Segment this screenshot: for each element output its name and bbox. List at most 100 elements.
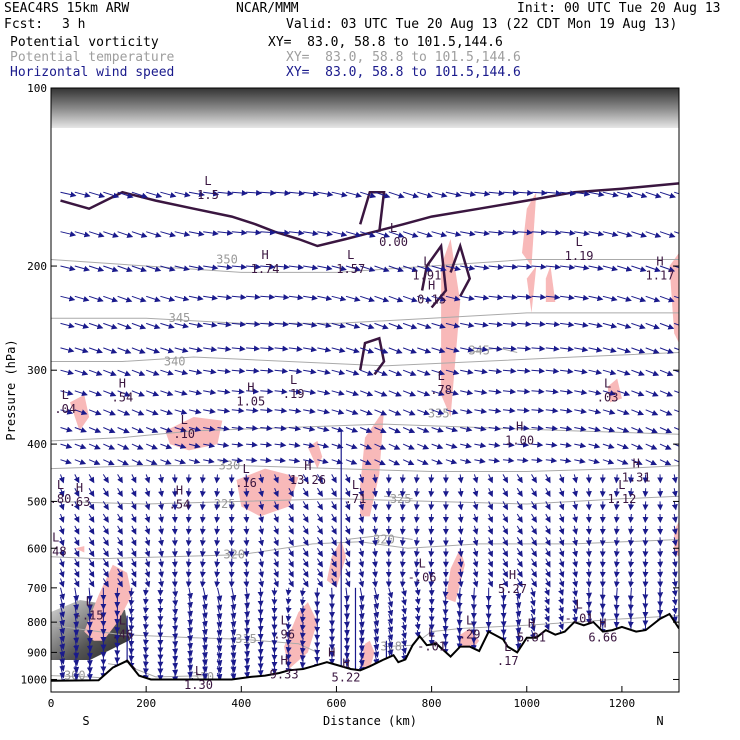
wind-vector — [317, 230, 333, 237]
wind-vector — [401, 645, 407, 655]
isentrope-line — [51, 495, 679, 505]
wind-vector — [613, 488, 620, 498]
wind-vector — [331, 408, 345, 415]
wind-vector — [288, 474, 294, 484]
wind-vector — [388, 295, 404, 303]
wind-vector — [128, 613, 135, 624]
wind-vector — [303, 457, 315, 464]
wind-vector — [60, 347, 75, 353]
wind-vector — [188, 346, 203, 353]
wind-vector — [545, 367, 560, 374]
wind-vector — [413, 525, 420, 535]
pv-contour-line — [60, 182, 679, 248]
wind-vector — [86, 596, 93, 611]
wind-vector — [417, 390, 431, 397]
wind-vector — [117, 390, 131, 397]
wind-vector — [544, 587, 550, 597]
wind-vector — [617, 322, 632, 329]
wind-vector — [402, 295, 418, 303]
wind-vector — [645, 295, 661, 303]
wind-vector — [517, 189, 534, 196]
pv-extremum-value: 1.74 — [251, 262, 280, 276]
valid-time: Valid: 03 UTC Tue 20 Aug 13 (22 CDT Mon … — [286, 17, 678, 32]
wind-vector — [401, 587, 407, 597]
wind-vector — [288, 294, 304, 301]
wind-vector — [628, 501, 635, 511]
wind-vector — [303, 294, 318, 301]
wind-vector — [188, 295, 204, 302]
wind-vector — [214, 568, 221, 578]
wind-vector — [257, 645, 264, 656]
pv-extremum-value: .48 — [45, 544, 67, 558]
wind-vector — [160, 459, 172, 465]
wind-vector — [502, 525, 508, 535]
wind-vector — [260, 407, 273, 414]
wind-vector — [628, 474, 635, 484]
wind-vector — [474, 294, 490, 301]
wind-vector — [187, 666, 194, 678]
wind-vector — [230, 645, 237, 659]
wind-vector — [374, 390, 388, 397]
wind-vector — [358, 501, 365, 511]
wind-vector — [417, 443, 430, 450]
wind-vector — [388, 390, 402, 397]
wind-vector — [517, 293, 532, 300]
wind-vector — [457, 488, 464, 498]
wind-vector — [431, 459, 443, 465]
wind-vector — [428, 578, 435, 588]
wind-vector — [502, 537, 508, 547]
wind-vector — [472, 558, 479, 568]
wind-vector — [60, 265, 76, 272]
wind-vector — [246, 407, 259, 414]
wind-vector — [257, 622, 264, 633]
wind-vector — [303, 321, 318, 328]
wind-vector — [258, 474, 264, 484]
pv-extremum-type: H — [247, 381, 254, 395]
wind-vector — [288, 548, 294, 558]
wind-vector — [188, 322, 204, 329]
wind-vector — [303, 442, 315, 449]
wind-vector — [316, 548, 323, 558]
wind-vector — [374, 265, 390, 273]
wind-vector — [613, 596, 620, 611]
wind-vector — [428, 474, 435, 484]
wind-vector — [529, 605, 536, 616]
wind-vector — [388, 191, 405, 199]
wind-vector — [642, 548, 649, 558]
wind-vector — [645, 390, 659, 397]
wind-vector — [617, 427, 630, 433]
wind-vector — [517, 321, 532, 328]
wind-vector — [402, 322, 418, 330]
wind-vector — [358, 558, 365, 568]
wind-vector — [331, 458, 344, 465]
wind-vector — [344, 487, 351, 498]
wind-vector — [500, 596, 507, 611]
wind-vector — [371, 525, 378, 535]
wind-vector — [288, 525, 294, 535]
wind-vector — [302, 548, 309, 558]
pv-extremum-value: -.01 — [417, 640, 446, 654]
wind-vector — [613, 578, 620, 588]
wind-vector — [257, 596, 264, 607]
field-name-wind: Horizontal wind speed — [10, 65, 175, 80]
wind-vector — [500, 587, 507, 602]
wind-vector — [128, 652, 135, 662]
wind-vector — [217, 264, 233, 271]
wind-vector — [574, 321, 589, 328]
wind-vector — [88, 390, 103, 397]
wind-vector — [602, 231, 619, 238]
wind-vector — [142, 622, 149, 631]
wind-vector — [545, 345, 560, 352]
wind-vector — [285, 652, 292, 661]
wind-vector — [303, 408, 316, 415]
wind-vector — [103, 427, 116, 434]
wind-vector — [659, 409, 673, 416]
wind-vector — [257, 637, 264, 648]
wind-vector — [174, 390, 188, 396]
wind-vector — [588, 408, 602, 415]
wind-vector — [317, 346, 332, 353]
wind-vector — [645, 369, 660, 377]
wind-vector — [142, 596, 149, 605]
wind-vector — [303, 264, 319, 271]
wind-vector — [431, 295, 447, 302]
